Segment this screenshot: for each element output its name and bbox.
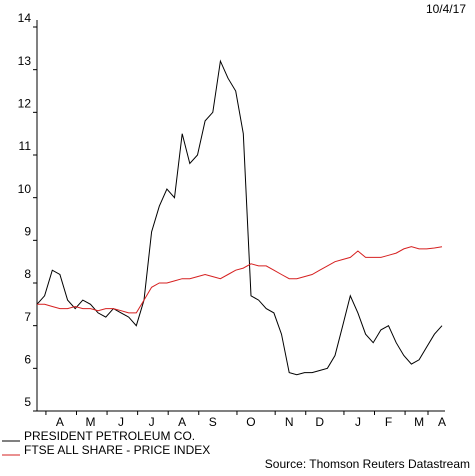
x-tick-label: S [209, 415, 217, 429]
x-tick-label: J [355, 415, 361, 429]
date: 10/4/17 [426, 2, 466, 16]
legend-label: FTSE ALL SHARE - PRICE INDEX [24, 443, 210, 457]
y-tick-label: 13 [18, 54, 32, 68]
x-tick-label: A [178, 415, 186, 429]
y-tick-label: 11 [19, 139, 32, 153]
y-tick-label: 14 [18, 11, 32, 25]
y-tick-label: 6 [24, 353, 31, 367]
y-tick-label: 12 [18, 97, 32, 111]
series-line [37, 246, 443, 314]
x-tick-label: M [414, 415, 424, 429]
source: Source: Thomson Reuters Datastream [265, 457, 470, 471]
x-tick-label: F [385, 415, 392, 429]
x-tick-label: D [315, 415, 324, 429]
x-tick-label: N [285, 415, 294, 429]
x-tick-label: A [438, 415, 446, 429]
x-tick-label: J [118, 415, 124, 429]
x-tick-label: O [246, 415, 255, 429]
y-tick-label: 10 [18, 182, 32, 196]
y-tick-label: 9 [24, 225, 31, 239]
x-tick-label: J [149, 415, 155, 429]
x-tick-label: M [85, 415, 95, 429]
legend-label: PRESIDENT PETROLEUM CO. [24, 429, 195, 443]
y-tick-label: 5 [24, 395, 31, 409]
series-line [36, 59, 443, 376]
y-tick-label: 8 [24, 267, 31, 281]
y-tick-label: 7 [24, 310, 31, 324]
x-tick-label: A [56, 415, 64, 429]
